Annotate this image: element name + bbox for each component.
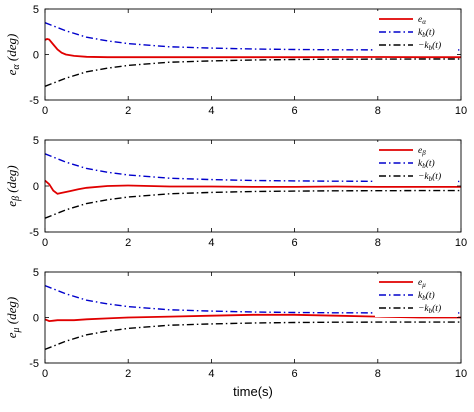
series-line-1-1 xyxy=(44,38,461,59)
series-line-2-3 xyxy=(44,189,461,219)
y-tick-label: -5 xyxy=(29,358,39,370)
y-axis-label: eμ (deg) xyxy=(4,297,22,339)
legend-label: kb(t) xyxy=(418,27,435,39)
x-tick-label: 6 xyxy=(292,237,298,249)
y-tick-label: 5 xyxy=(33,267,39,279)
x-tick-label: 0 xyxy=(42,105,48,117)
y-tick-label: 0 xyxy=(33,50,39,62)
y-tick-label: 5 xyxy=(33,135,39,147)
x-tick-label: 2 xyxy=(125,368,131,380)
x-tick-label: 6 xyxy=(292,105,298,117)
y-tick-label: -5 xyxy=(29,227,39,239)
x-tick-label: 10 xyxy=(455,105,467,117)
y-tick-label: 0 xyxy=(33,181,39,193)
x-axis-label: time(s) xyxy=(233,384,273,399)
x-tick-label: 8 xyxy=(375,237,381,249)
x-tick-label: 4 xyxy=(208,368,214,380)
y-axis-label: eα (deg) xyxy=(4,34,22,76)
legend-label: −kb(t) xyxy=(418,40,441,52)
series-line-3-3 xyxy=(44,321,461,351)
legend-label: −kb(t) xyxy=(418,171,441,183)
legend-label: eβ xyxy=(418,146,426,157)
y-tick-label: 5 xyxy=(33,4,39,16)
x-tick-label: 6 xyxy=(292,368,298,380)
x-tick-label: 10 xyxy=(455,368,467,380)
y-axis-label: eβ (deg) xyxy=(4,165,22,206)
legend-label: kb(t) xyxy=(418,158,435,170)
x-tick-label: 8 xyxy=(375,105,381,117)
series-line-1-3 xyxy=(44,58,461,87)
legend-label: eα xyxy=(418,15,426,26)
legend-label: kb(t) xyxy=(418,290,435,302)
series-line-3-1 xyxy=(44,313,461,323)
x-tick-label: 0 xyxy=(42,237,48,249)
x-tick-label: 10 xyxy=(455,237,467,249)
y-tick-label: -5 xyxy=(29,95,39,107)
y-tick-label: 0 xyxy=(33,313,39,325)
x-tick-label: 0 xyxy=(42,368,48,380)
series-line-2-1 xyxy=(44,179,461,195)
x-tick-label: 2 xyxy=(125,105,131,117)
legend-box xyxy=(375,142,458,185)
legend-box xyxy=(375,274,458,317)
legend-label: eμ xyxy=(418,278,426,289)
x-tick-label: 4 xyxy=(208,105,214,117)
legend-label: −kb(t) xyxy=(418,303,441,315)
x-tick-label: 4 xyxy=(208,237,214,249)
x-tick-label: 8 xyxy=(375,368,381,380)
x-tick-label: 2 xyxy=(125,237,131,249)
legend-box xyxy=(375,11,458,54)
